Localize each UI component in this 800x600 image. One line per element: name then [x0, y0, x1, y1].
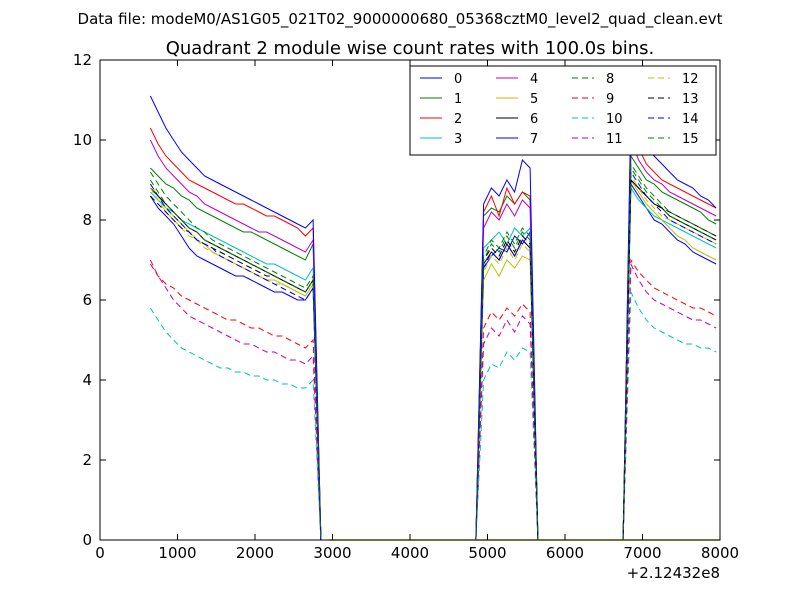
- legend-box: [409, 65, 717, 156]
- y-tick-label: 6: [82, 291, 92, 309]
- legend-label-4: 4: [530, 72, 538, 87]
- series-line-11: [149, 259, 717, 541]
- series-line-8: [149, 166, 717, 541]
- plot-area: [149, 95, 720, 541]
- legend-label-0: 0: [454, 72, 462, 87]
- legend-label-8: 8: [606, 72, 614, 87]
- x-tick-label: 1000: [158, 544, 196, 562]
- legend-label-6: 6: [530, 112, 538, 127]
- legend-label-5: 5: [530, 92, 538, 107]
- legend-label-13: 13: [682, 92, 699, 107]
- x-tick-label: 2000: [236, 544, 274, 562]
- series-line-15: [149, 162, 717, 541]
- axis-ticks: 0 1000 2000 3000 4000 5000 6000 7000 80000246810…: [73, 51, 739, 562]
- legend-label-11: 11: [606, 132, 623, 147]
- series-line-10: [149, 291, 717, 541]
- series-line-14: [149, 170, 717, 541]
- legend-label-9: 9: [606, 92, 614, 107]
- x-tick-label: 0: [95, 544, 105, 562]
- legend-label-14: 14: [682, 112, 699, 127]
- legend-label-3: 3: [454, 132, 462, 147]
- x-tick-label: 7000: [623, 544, 661, 562]
- legend-label-15: 15: [682, 132, 699, 147]
- x-tick-label: 6000: [546, 544, 584, 562]
- suptitle: Data file: modeM0/AS1G05_021T02_90000006…: [78, 10, 723, 29]
- series-line-6: [150, 178, 717, 541]
- x-offset-label: +2.12432e8: [627, 564, 720, 582]
- series-line-3: [150, 186, 717, 541]
- x-tick-label: 8000: [701, 544, 739, 562]
- y-tick-label: 0: [82, 531, 92, 549]
- y-tick-label: 12: [73, 51, 92, 69]
- series-line-13: [150, 178, 717, 541]
- chart-title: Quadrant 2 module wise count rates with …: [166, 38, 655, 59]
- series-line-5: [149, 178, 717, 541]
- series-line-9: [149, 258, 717, 541]
- legend-label-10: 10: [606, 112, 623, 127]
- y-tick-label: 8: [82, 211, 92, 229]
- x-tick-label: 5000: [468, 544, 506, 562]
- legend-label-7: 7: [530, 132, 538, 147]
- y-tick-label: 4: [82, 371, 92, 389]
- y-tick-label: 10: [73, 131, 92, 149]
- legend-label-2: 2: [454, 112, 462, 127]
- series-line-1: [150, 154, 717, 541]
- legend-label-12: 12: [682, 72, 699, 87]
- x-tick-label: 4000: [391, 544, 429, 562]
- series-line-12: [149, 174, 717, 541]
- x-tick-label: 3000: [313, 544, 351, 562]
- series-line-0: [149, 182, 717, 541]
- legend-label-1: 1: [454, 92, 462, 107]
- y-tick-label: 2: [82, 451, 92, 469]
